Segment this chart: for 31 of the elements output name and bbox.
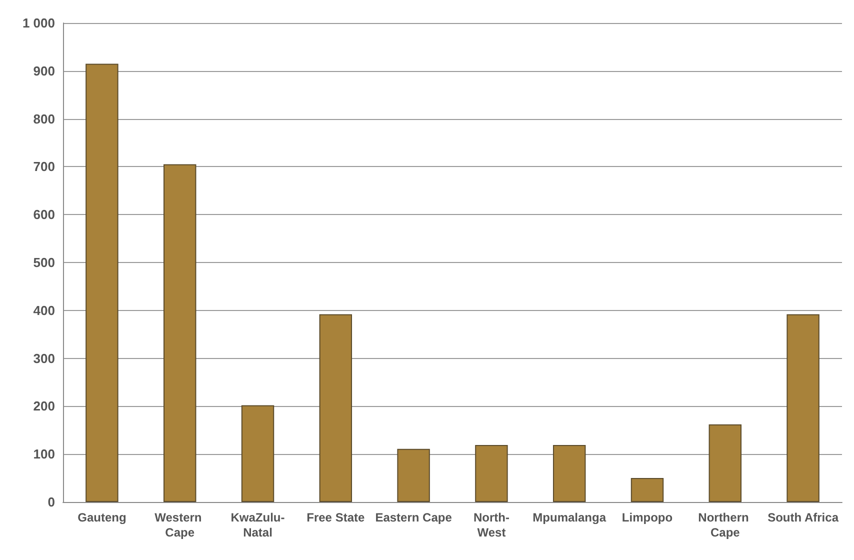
x-tick-label: KwaZulu-Natal — [230, 510, 285, 540]
y-tick-label: 700 — [33, 159, 55, 174]
y-tick-label: 0 — [48, 494, 55, 510]
bar — [552, 445, 586, 502]
bar — [630, 478, 664, 502]
y-tick-label: 300 — [33, 350, 55, 366]
bar — [86, 64, 118, 502]
bar — [241, 405, 274, 502]
x-tick-label: Free State — [306, 510, 365, 524]
x-tick-label: Northern Cape — [698, 510, 752, 540]
x-tick-label: North-West — [473, 510, 510, 540]
y-tick-label: 100 — [33, 446, 55, 462]
x-tick-label: Mpumalanga — [532, 510, 606, 524]
y-tick-label: 400 — [33, 302, 55, 318]
x-tick-label: Gauteng — [78, 510, 126, 524]
x-tick-label: Western Cape — [154, 510, 206, 540]
y-tick-label: 900 — [33, 63, 55, 78]
bar — [475, 445, 508, 502]
bar — [708, 424, 742, 502]
x-tick-label: South Africa — [768, 510, 839, 524]
y-tick-label: 500 — [33, 255, 55, 270]
bar — [163, 164, 196, 502]
y-tick-label: 200 — [33, 398, 55, 414]
y-tick-label: 600 — [33, 207, 55, 222]
bar — [319, 314, 352, 502]
x-tick-label: Limpopo — [622, 510, 673, 524]
y-tick-label: 800 — [33, 111, 55, 126]
bar — [786, 314, 820, 502]
x-tick-label: Eastern Cape — [375, 510, 452, 524]
bar — [397, 448, 430, 502]
y-tick-label: 1 000 — [22, 16, 55, 30]
